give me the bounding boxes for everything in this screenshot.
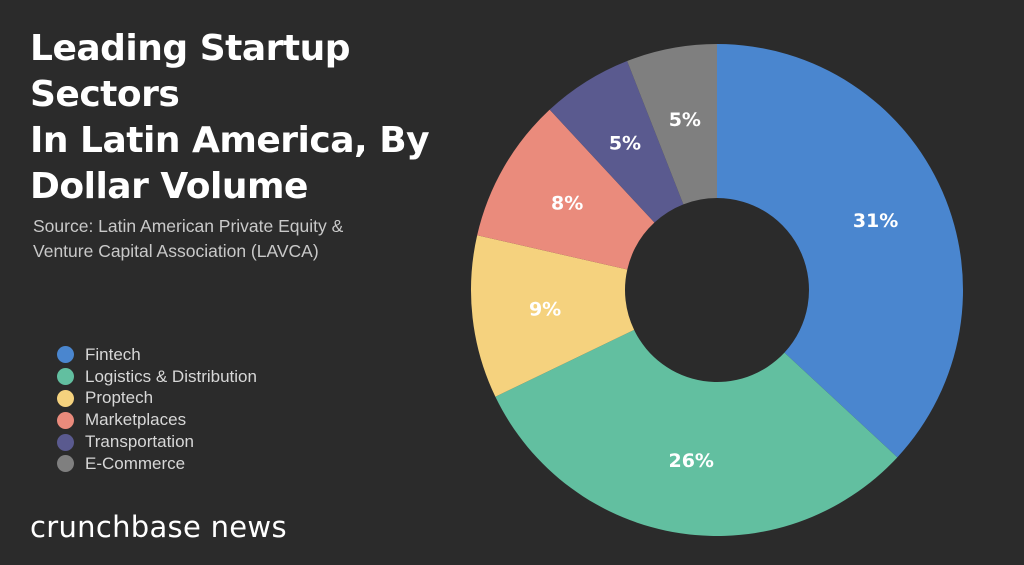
legend-label: Fintech xyxy=(85,344,141,364)
legend-item: Fintech xyxy=(57,344,257,366)
slice-data-label: 8% xyxy=(551,193,583,215)
legend-swatch-icon xyxy=(57,433,74,451)
legend-item: Logistics & Distribution xyxy=(57,366,257,388)
chart-title: Leading Startup Sectors In Latin America… xyxy=(30,26,470,210)
legend-label: E-Commerce xyxy=(85,453,186,473)
legend-swatch-icon xyxy=(57,389,74,407)
legend-label: Transportation xyxy=(85,432,194,452)
slice-data-label: 31% xyxy=(853,210,898,232)
source-line: Source: Latin American Private Equity & xyxy=(33,216,344,236)
legend-label: Marketplaces xyxy=(85,410,187,430)
source-line: Venture Capital Association (LAVCA) xyxy=(33,241,319,261)
brand-logo: crunchbase news xyxy=(30,510,287,544)
donut-slice xyxy=(717,44,963,458)
donut-slice xyxy=(549,61,684,223)
legend-swatch-icon xyxy=(57,411,74,429)
legend-label: Proptech xyxy=(85,388,154,408)
donut-slice xyxy=(495,329,898,536)
slice-data-label: 5% xyxy=(609,133,641,155)
legend-item: E-Commerce xyxy=(57,453,257,475)
legend-item: Proptech xyxy=(57,388,257,410)
legend-item: Marketplaces xyxy=(57,409,257,431)
slice-data-label: 26% xyxy=(668,450,713,472)
title-line: In Latin America, By xyxy=(30,120,430,161)
legend-swatch-icon xyxy=(57,346,74,364)
legend-label: Logistics & Distribution xyxy=(85,366,257,386)
slice-data-label: 9% xyxy=(529,298,561,320)
legend-swatch-icon xyxy=(57,455,74,473)
donut-slice xyxy=(627,44,717,205)
source-note: Source: Latin American Private Equity & … xyxy=(33,214,343,264)
legend: Fintech Logistics & Distribution Proptech M… xyxy=(57,344,257,475)
donut-slice xyxy=(470,235,635,397)
legend-item: Transportation xyxy=(57,431,257,453)
legend-swatch-icon xyxy=(57,368,74,386)
slice-data-label: 5% xyxy=(669,109,701,131)
title-line: Dollar Volume xyxy=(30,166,308,207)
title-line: Leading Startup Sectors xyxy=(30,28,350,115)
donut-slice xyxy=(477,109,655,270)
